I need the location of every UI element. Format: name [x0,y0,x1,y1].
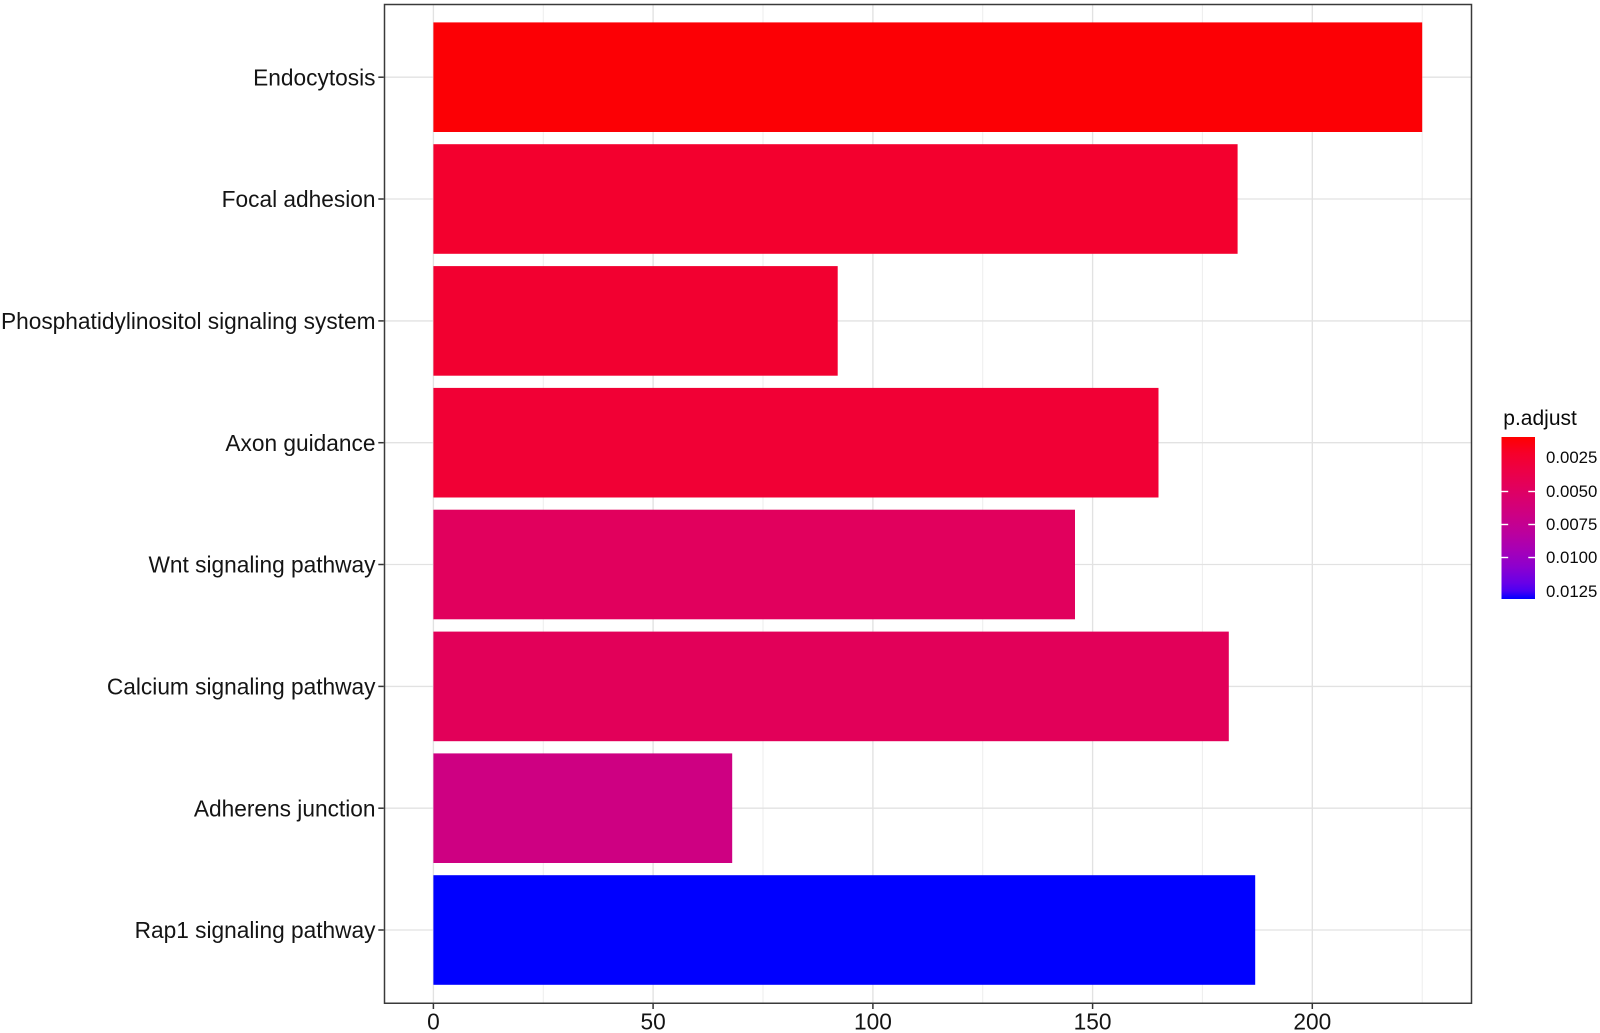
svg-text:Rap1 signaling pathway: Rap1 signaling pathway [135,917,377,943]
svg-text:p.adjust: p.adjust [1503,407,1577,430]
svg-text:Adherens junction: Adherens junction [194,795,376,821]
svg-text:200: 200 [1293,1009,1331,1033]
svg-text:Wnt signaling pathway: Wnt signaling pathway [149,552,377,578]
svg-text:100: 100 [854,1009,892,1033]
svg-text:150: 150 [1074,1009,1112,1033]
svg-text:Calcium signaling pathway: Calcium signaling pathway [107,673,376,699]
svg-text:0.0075: 0.0075 [1546,515,1597,534]
svg-text:Focal adhesion: Focal adhesion [222,186,376,212]
svg-text:0.0100: 0.0100 [1546,548,1597,567]
svg-text:50: 50 [640,1009,665,1033]
svg-text:Phosphatidylinositol signaling: Phosphatidylinositol signaling system [1,308,376,334]
svg-text:Axon guidance: Axon guidance [225,430,375,456]
svg-text:0.0125: 0.0125 [1546,582,1597,601]
svg-text:Endocytosis: Endocytosis [253,64,375,90]
svg-text:0: 0 [427,1009,440,1033]
svg-text:0.0050: 0.0050 [1546,482,1597,501]
svg-text:0.0025: 0.0025 [1546,448,1597,467]
